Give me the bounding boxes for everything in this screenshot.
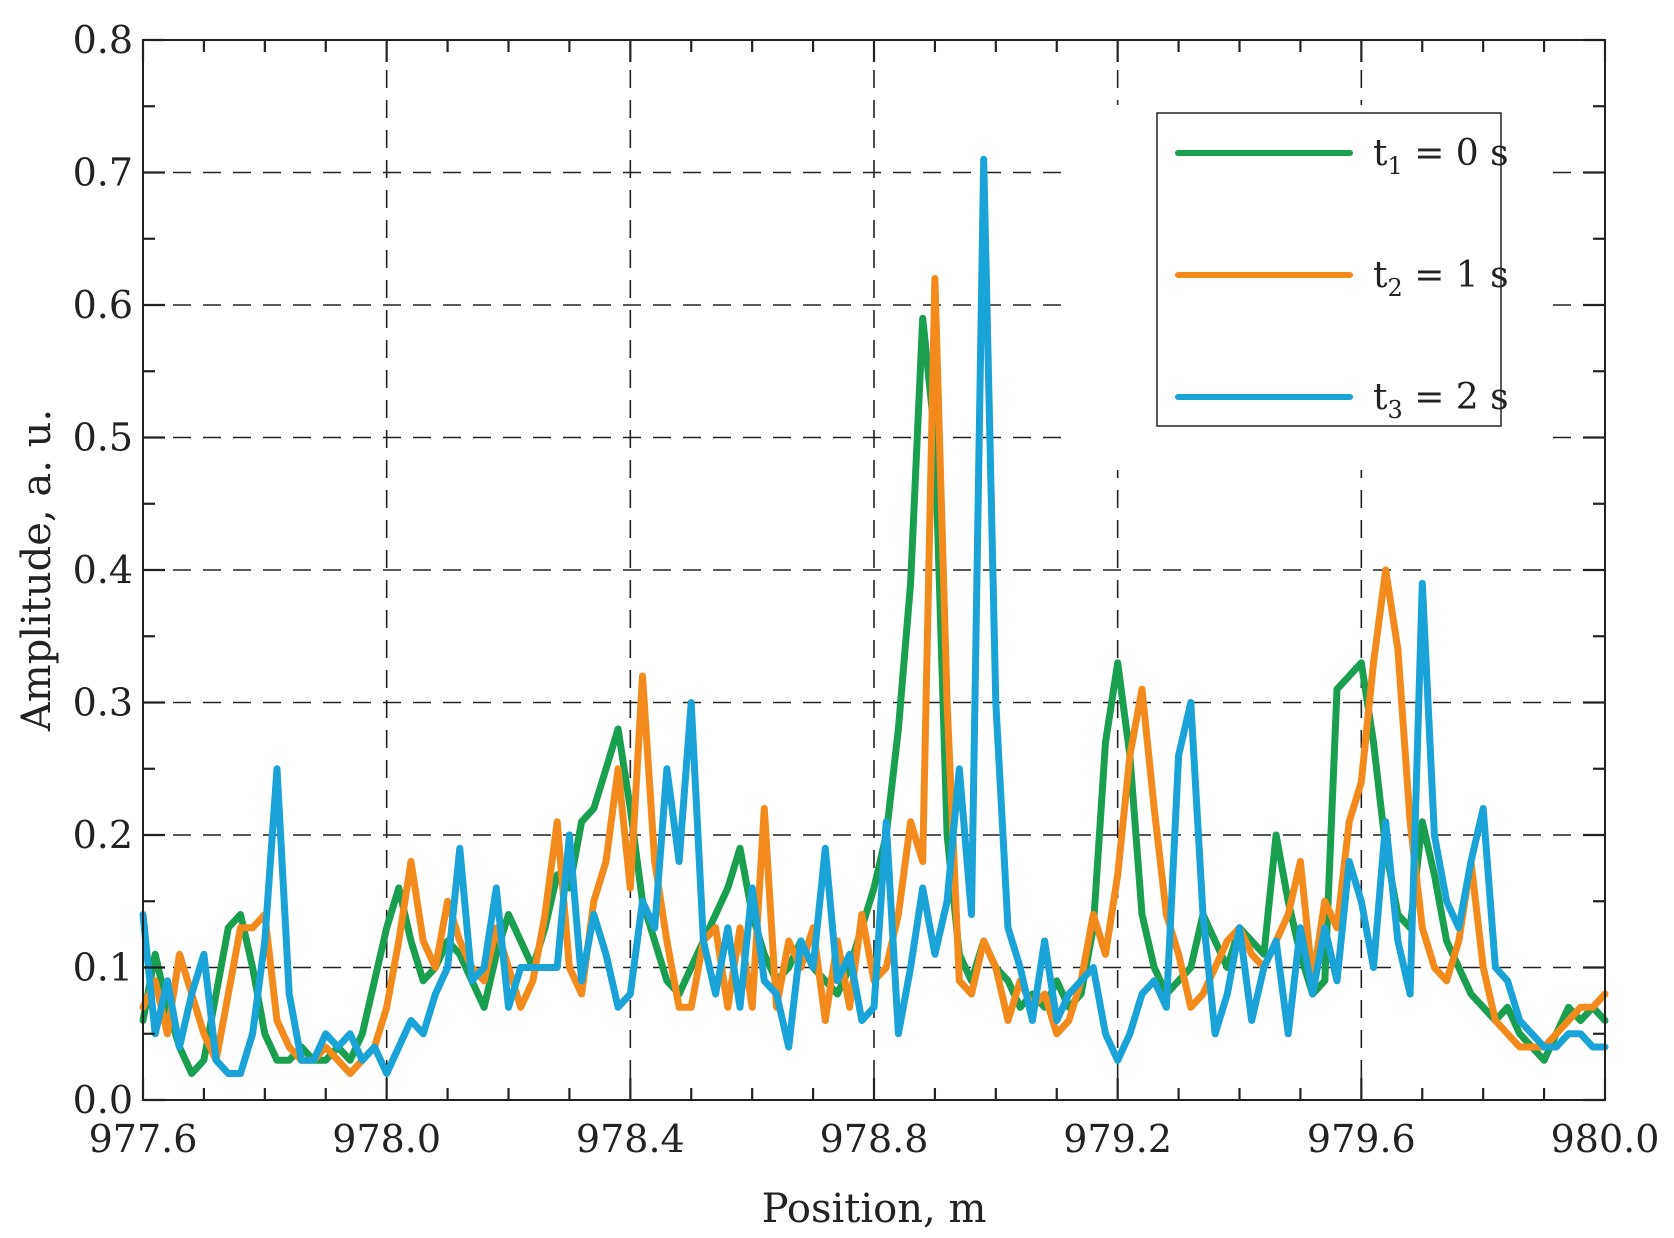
legend-label: t2 = 1 s [1373,255,1509,302]
y-tick-label: 0.5 [73,416,133,460]
series-line-t3 [139,155,1609,1077]
y-tick-label: 0.8 [73,18,133,62]
x-tick-label: 978.0 [332,1117,441,1161]
legend: t1 = 0 st2 = 1 st3 = 2 s [1072,105,1542,470]
legend-label-rest: = 0 s [1403,133,1509,174]
y-tick-label: 0.7 [73,151,133,195]
y-tick-labels: 0.0 0.1 0.2 0.3 0.4 0.5 0.6 0.7 0.8 [73,18,133,1122]
x-axis-title: Position, m [762,1186,987,1232]
legend-items: t1 = 0 st2 = 1 st3 = 2 s [1175,133,1509,424]
legend-label: t1 = 0 s [1373,133,1509,180]
legend-label-subscript: 3 [1387,396,1402,424]
legend-label-base: t [1373,133,1388,174]
series-lines [139,155,1609,1077]
y-tick-label: 0.0 [73,1078,133,1122]
y-tick-label: 0.6 [73,283,133,327]
y-tick-label: 0.2 [73,813,133,857]
legend-label-rest: = 1 s [1403,255,1509,296]
legend-label-base: t [1373,255,1388,296]
legend-label-subscript: 2 [1387,274,1402,302]
legend-label-subscript: 1 [1387,152,1402,180]
x-tick-labels: 977.6 978.0 978.4 978.8 979.2 979.6 980.0 [89,1117,1660,1161]
legend-label-rest: = 2 s [1403,377,1509,418]
x-tick-label: 980.0 [1551,1117,1660,1161]
y-tick-label: 0.4 [73,548,133,592]
legend-box [1156,112,1502,427]
y-axis-title: Amplitude, a. u. [14,409,60,732]
x-tick-label: 978.4 [576,1117,685,1161]
y-tick-label: 0.3 [73,681,133,725]
x-tick-label: 979.6 [1307,1117,1416,1161]
legend-label: t3 = 2 s [1373,377,1509,424]
series-line-t1 [139,314,1609,1077]
x-tick-label: 979.2 [1063,1117,1172,1161]
x-tick-label: 978.8 [820,1117,929,1161]
legend-label-base: t [1373,377,1388,418]
axis-ticks [141,38,1607,1102]
x-tick-label: 977.6 [89,1117,198,1161]
y-tick-label: 0.1 [73,946,133,990]
